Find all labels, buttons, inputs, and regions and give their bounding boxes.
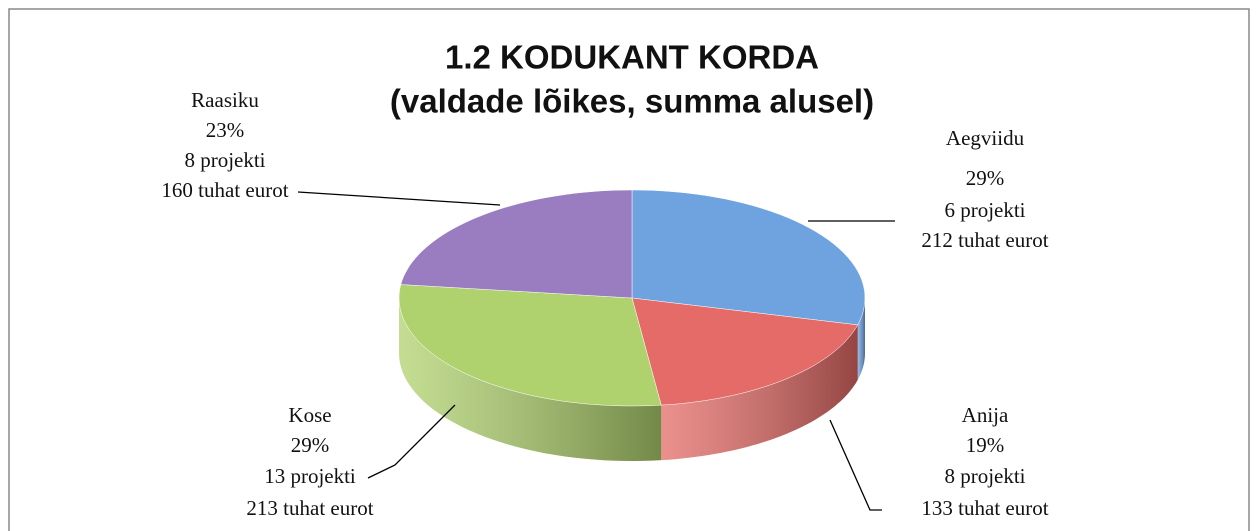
chart-subtitle: (valdade lõikes, summa alusel) xyxy=(390,83,874,120)
slice xyxy=(398,284,662,407)
leader-line xyxy=(367,404,456,479)
slice-percent: 23% xyxy=(206,118,245,142)
slice-projects: 8 projekti xyxy=(944,464,1025,488)
slice-amount: 213 tuhat eurot xyxy=(246,496,373,520)
slice-projects: 6 projekti xyxy=(944,198,1025,222)
leader-line xyxy=(297,191,501,206)
slice-amount: 160 tuhat eurot xyxy=(161,178,288,202)
slice xyxy=(631,297,859,406)
slice-name: Raasiku xyxy=(191,88,259,112)
leader-line xyxy=(829,419,882,511)
slice-percent: 19% xyxy=(966,433,1005,457)
slice xyxy=(631,189,866,326)
slice-projects: 13 projekti xyxy=(264,464,356,488)
slice-side-shade xyxy=(399,298,662,461)
slice-percent: 29% xyxy=(291,433,330,457)
slice-projects: 8 projekti xyxy=(184,148,265,172)
slice-amount: 212 tuhat eurot xyxy=(921,228,1048,252)
slice-name: Anija xyxy=(962,403,1009,427)
slice-name: Kose xyxy=(288,403,331,427)
slice-name: Aegviidu xyxy=(946,126,1025,150)
slice-side-shade xyxy=(661,324,858,461)
slice-amount: 133 tuhat eurot xyxy=(921,496,1048,520)
slice-percent: 29% xyxy=(966,166,1005,190)
slice xyxy=(400,189,633,299)
chart-title: 1.2 KODUKANT KORDA xyxy=(445,39,819,76)
slice-side-shade xyxy=(857,298,865,380)
